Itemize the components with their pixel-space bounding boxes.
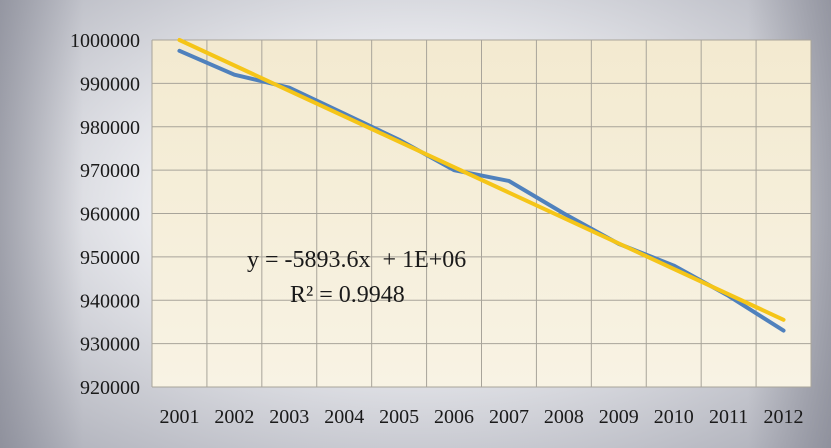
x-tick-label: 2003 bbox=[269, 406, 309, 428]
y-tick-label: 960000 bbox=[80, 204, 140, 226]
y-tick-label: 920000 bbox=[80, 377, 140, 399]
y-tick-label: 980000 bbox=[80, 117, 140, 139]
y-tick-label: 990000 bbox=[80, 73, 140, 95]
x-axis-tick-labels: 2001 2002 2003 2004 2005 2006 2007 2008 2009 2010… bbox=[159, 406, 803, 428]
y-axis-tick-labels: 1000000 990000 980000 970000 960000 950000 940… bbox=[70, 30, 140, 399]
x-tick-label: 2001 bbox=[159, 406, 199, 428]
x-tick-label: 2005 bbox=[379, 406, 419, 428]
x-tick-label: 2010 bbox=[654, 406, 694, 428]
x-tick-label: 2009 bbox=[599, 406, 639, 428]
gridlines bbox=[151, 39, 812, 388]
y-tick-label: 970000 bbox=[80, 160, 140, 182]
x-tick-label: 2008 bbox=[544, 406, 584, 428]
x-tick-label: 2011 bbox=[709, 406, 748, 428]
y-tick-label: 950000 bbox=[80, 247, 140, 269]
y-tick-label: 940000 bbox=[80, 290, 140, 312]
x-tick-label: 2006 bbox=[434, 406, 474, 428]
trendline-equation: y = -5893.6x + 1E+06 bbox=[247, 247, 466, 273]
x-tick-label: 2002 bbox=[214, 406, 254, 428]
linear-trendline bbox=[177, 38, 786, 322]
trendline-layer bbox=[177, 38, 786, 322]
y-tick-label: 930000 bbox=[80, 334, 140, 356]
x-tick-label: 2004 bbox=[324, 406, 364, 428]
x-tick-label: 2012 bbox=[764, 406, 804, 428]
r-squared-label: R² = 0.9948 bbox=[290, 282, 405, 308]
y-tick-label: 1000000 bbox=[70, 30, 140, 52]
x-tick-label: 2007 bbox=[489, 406, 529, 428]
